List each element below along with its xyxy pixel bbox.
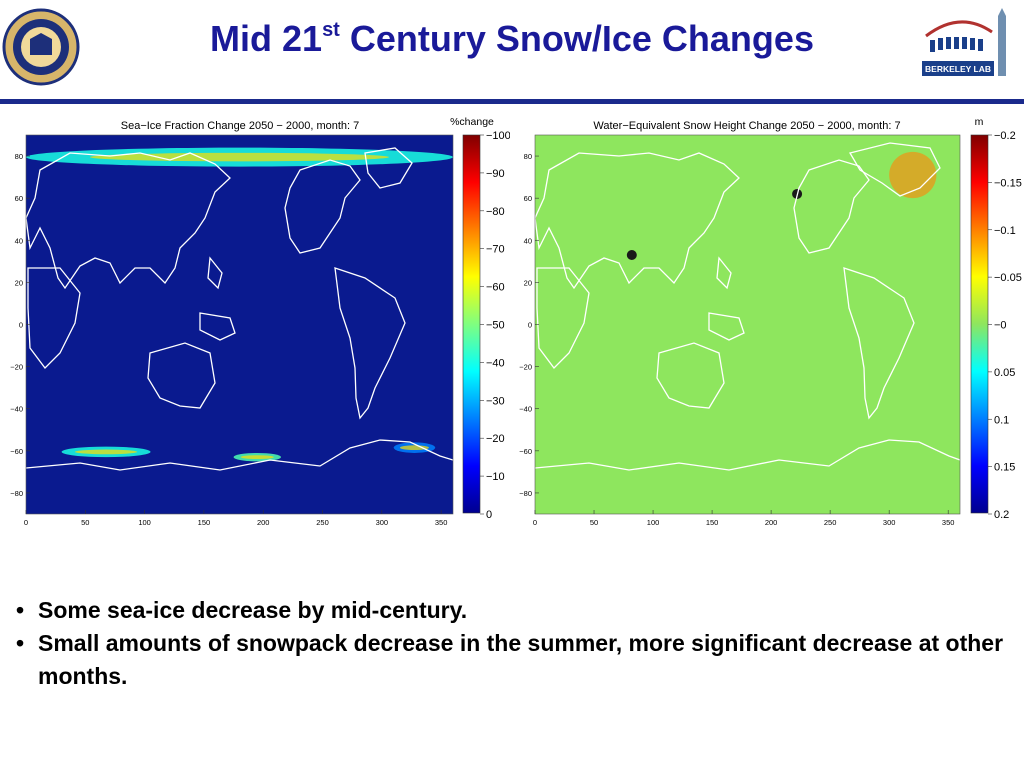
sea-ice-coastlines <box>26 147 453 471</box>
snow-colorbar-tick-label: 0.2 <box>994 509 1009 521</box>
snow-x-axis: 0 50 100 150 200 250 300 350 <box>533 510 955 527</box>
snow-chart: Water−Equivalent Snow Height Change 2050… <box>519 116 1022 527</box>
sea-ice-colorbar <box>462 134 481 514</box>
snow-x-tick-label: 50 <box>590 518 598 527</box>
snow-x-tick-label: 150 <box>706 518 719 527</box>
sea-ice-y-tick-label: 40 <box>15 236 23 245</box>
snow-colorbar-label: m <box>975 116 984 128</box>
sea-ice-colorbar-tick-label: −30 <box>486 395 505 407</box>
sea-ice-x-tick-label: 0 <box>24 518 28 527</box>
bullet-item: Some sea-ice decrease by mid-century. <box>16 594 1016 627</box>
sea-ice-colorbar-tick-label: −50 <box>486 320 505 332</box>
snow-map-background <box>535 135 960 514</box>
snow-colorbar-tick-label: −0.05 <box>994 272 1022 284</box>
slide-title: Mid 21st Century Snow/Ice Changes <box>0 18 1024 60</box>
snow-colorbar-tick-label: −0.1 <box>994 225 1016 237</box>
sea-ice-y-tick-label: 80 <box>15 152 23 161</box>
snow-y-tick-label: 0 <box>528 321 532 330</box>
snow-x-tick-label: 100 <box>647 518 660 527</box>
snow-x-tick-label: 350 <box>942 518 955 527</box>
sea-ice-x-axis: 0 50 100 150 200 250 300 350 <box>24 510 447 527</box>
snow-y-tick-label: 20 <box>524 278 532 287</box>
sea-ice-colorbar-tick-label: −100 <box>486 130 510 142</box>
sea-ice-colorbar-tick-label: −10 <box>486 471 505 483</box>
sea-ice-feature-core <box>240 455 274 460</box>
sea-ice-x-tick-label: 200 <box>257 518 270 527</box>
berkeley-lab-logo: BERKELEY LAB <box>922 8 1006 76</box>
snow-y-axis: 80 60 40 20 0 −20 −40 −60 −80 <box>519 152 539 498</box>
sea-ice-x-tick-label: 300 <box>376 518 389 527</box>
sea-ice-y-tick-label: 60 <box>15 194 23 203</box>
snow-colorbar-tick-label: 0.15 <box>994 462 1015 474</box>
title-text: Mid 21 <box>210 18 323 59</box>
snow-y-tick-label: 80 <box>524 152 532 161</box>
snow-y-tick-label: −60 <box>519 447 532 456</box>
snow-colorbar-tick-label: −0 <box>994 320 1007 332</box>
sea-ice-y-tick-label: 20 <box>15 278 23 287</box>
sea-ice-feature-core <box>399 445 429 451</box>
snow-feature-himalaya <box>626 250 637 261</box>
snow-colorbar <box>970 134 989 514</box>
title-superscript: st <box>322 19 340 41</box>
sea-ice-colorbar-tick-label: −70 <box>486 244 505 256</box>
snow-y-tick-label: 40 <box>524 236 532 245</box>
snow-colorbar-tick-label: 0.1 <box>994 414 1009 426</box>
snow-coastlines <box>535 142 960 471</box>
title-divider <box>0 99 1024 104</box>
snow-y-tick-label: −20 <box>519 363 532 372</box>
sea-ice-y-tick-label: −80 <box>10 489 23 498</box>
university-seal-logo <box>2 8 80 86</box>
sea-ice-y-tick-label: −40 <box>10 405 23 414</box>
sea-ice-x-tick-label: 150 <box>198 518 211 527</box>
sea-ice-y-axis: 80 60 40 20 0 −20 −40 −60 −80 <box>10 152 30 498</box>
sea-ice-chart-title: Sea−Ice Fraction Change 2050 − 2000, mon… <box>121 120 360 132</box>
snow-y-tick-label: 60 <box>524 194 532 203</box>
sea-ice-colorbar-tick-label: −40 <box>486 357 505 369</box>
sea-ice-feature-core <box>74 449 138 455</box>
sea-ice-x-tick-label: 100 <box>138 518 151 527</box>
snow-colorbar-ticks: −0.2 −0.15 −0.1 −0.05 −0 0.05 0.1 0.15 0.2 <box>988 130 1022 521</box>
snow-x-tick-label: 200 <box>765 518 778 527</box>
snow-chart-title: Water−Equivalent Snow Height Change 2050… <box>593 120 900 132</box>
sea-ice-colorbar-label: %change <box>450 116 494 128</box>
sea-ice-x-tick-label: 250 <box>316 518 329 527</box>
sea-ice-colorbar-tick-label: −60 <box>486 282 505 294</box>
snow-colorbar-tick-label: 0.05 <box>994 367 1015 379</box>
sea-ice-y-tick-label: −20 <box>10 363 23 372</box>
sea-ice-colorbar-tick-label: −80 <box>486 206 505 218</box>
snow-y-tick-label: −40 <box>519 405 532 414</box>
sea-ice-x-tick-label: 350 <box>435 518 448 527</box>
sea-ice-chart: Sea−Ice Fraction Change 2050 − 2000, mon… <box>10 116 510 527</box>
title-text-rest: Century Snow/Ice Changes <box>339 18 814 59</box>
sea-ice-y-tick-label: 0 <box>19 321 23 330</box>
bullet-item: Small amounts of snowpack decrease in th… <box>16 627 1016 693</box>
snow-x-tick-label: 300 <box>883 518 896 527</box>
sea-ice-colorbar-tick-label: −20 <box>486 433 505 445</box>
sea-ice-x-tick-label: 50 <box>81 518 89 527</box>
snow-colorbar-tick-label: −0.2 <box>994 130 1016 142</box>
snow-x-tick-label: 0 <box>533 518 537 527</box>
snow-y-tick-label: −80 <box>519 489 532 498</box>
snow-x-tick-label: 250 <box>824 518 837 527</box>
sea-ice-colorbar-tick-label: 0 <box>486 509 492 521</box>
sea-ice-y-tick-label: −60 <box>10 447 23 456</box>
snow-colorbar-tick-label: −0.15 <box>994 177 1022 189</box>
snow-feature-greenland <box>889 151 937 199</box>
sea-ice-colorbar-tick-label: −90 <box>486 168 505 180</box>
bullet-list: Some sea-ice decrease by mid-century. Sm… <box>16 594 1016 693</box>
berkeley-lab-logo-text: BERKELEY LAB <box>925 64 991 74</box>
sea-ice-colorbar-ticks: −100−90−80−70−60−50−40−30−20−100 <box>480 130 510 521</box>
